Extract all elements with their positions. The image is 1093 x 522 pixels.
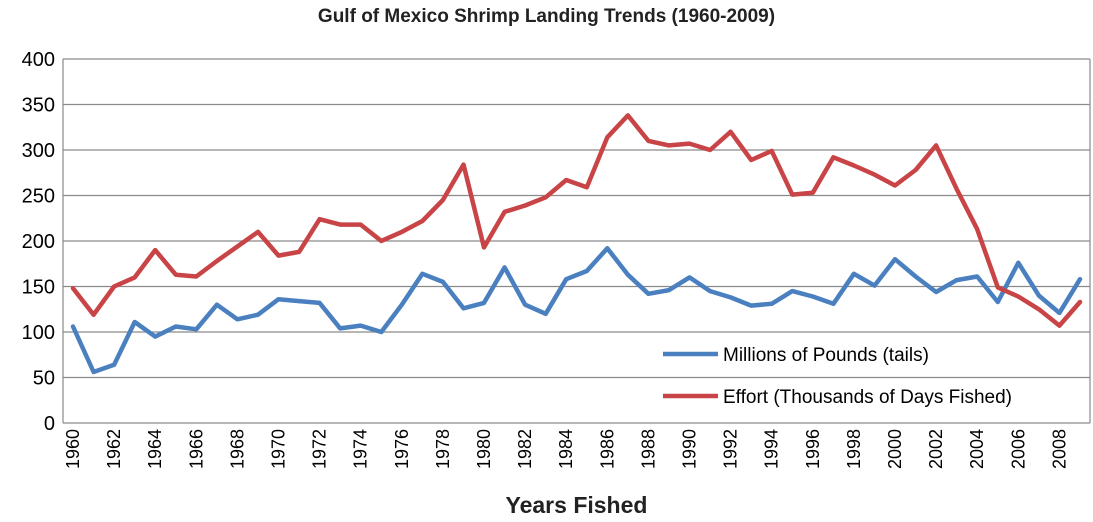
x-tick-label: 1996	[803, 429, 823, 469]
x-tick-label: 1968	[227, 429, 247, 469]
series-lines	[70, 113, 1083, 375]
x-tick-label: 1964	[145, 429, 165, 469]
x-tick-label: 1998	[844, 429, 864, 469]
series-line-1	[70, 246, 1083, 375]
y-tick-label: 350	[22, 95, 55, 117]
x-tick-label: 1976	[392, 429, 412, 469]
x-tick-label: 1992	[721, 429, 741, 469]
x-tick-label: 1988	[638, 429, 658, 469]
series-line-2	[70, 113, 1083, 328]
y-axis-ticks: 0 50 100 150 200 250 300 350 400	[22, 49, 55, 435]
x-tick-label: 1986	[597, 429, 617, 469]
x-axis-title: Years Fished	[505, 492, 648, 518]
x-tick-label: 1982	[515, 429, 535, 469]
x-tick-label: 1972	[310, 429, 330, 469]
y-tick-label: 200	[22, 231, 55, 253]
legend: Millions of Pounds (tails) Effort (Thousa…	[663, 345, 1012, 408]
x-tick-label: 1966	[186, 429, 206, 469]
x-tick-label: 1962	[104, 429, 124, 469]
y-tick-label: 400	[22, 49, 55, 71]
y-tick-label: 250	[22, 186, 55, 208]
x-axis-ticks: 1960 1962 1964 1966 1968 1970 1972 1974 1976 1978…	[63, 429, 1069, 469]
x-tick-label: 1994	[762, 429, 782, 469]
legend-label: Effort (Thousands of Days Fished)	[723, 387, 1012, 408]
y-tick-label: 300	[22, 140, 55, 162]
x-tick-label: 1974	[351, 429, 371, 469]
x-tick-label: 1980	[474, 429, 494, 469]
x-tick-label: 1970	[269, 429, 289, 469]
y-tick-label: 0	[44, 413, 55, 435]
legend-label: Millions of Pounds (tails)	[723, 345, 929, 366]
x-tick-label: 1990	[680, 429, 700, 469]
x-tick-label: 2000	[885, 429, 905, 469]
gridlines	[62, 58, 1091, 424]
y-tick-label: 100	[22, 322, 55, 344]
y-tick-label: 150	[22, 277, 55, 299]
x-tick-label: 2004	[967, 429, 987, 469]
x-tick-label: 2006	[1008, 429, 1028, 469]
y-tick-label: 50	[33, 368, 55, 390]
x-tick-label: 1960	[63, 429, 83, 469]
x-tick-label: 2002	[926, 429, 946, 469]
x-tick-label: 1978	[433, 429, 453, 469]
x-tick-label: 2008	[1049, 429, 1069, 469]
x-tick-label: 1984	[556, 429, 576, 469]
chart-title: Gulf of Mexico Shrimp Landing Trends (19…	[317, 6, 776, 27]
